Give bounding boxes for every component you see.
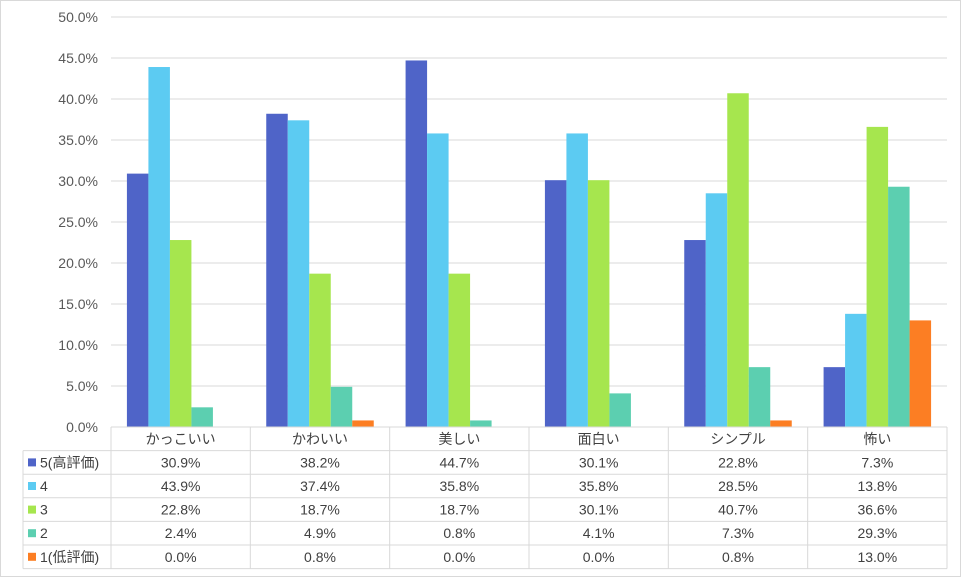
bar: [823, 367, 846, 427]
bar: [126, 173, 149, 427]
y-tick-label: 25.0%: [58, 214, 98, 230]
bar: [266, 113, 288, 427]
table-cell-value: 4.1%: [583, 525, 615, 541]
y-tick-label: 15.0%: [58, 296, 98, 312]
bar: [727, 93, 749, 427]
table-cell-value: 29.3%: [857, 525, 897, 541]
bar: [148, 67, 170, 428]
bar: [609, 393, 631, 427]
category-label: 面白い: [578, 431, 620, 447]
series-name: 3: [40, 502, 48, 518]
table-cell-value: 0.8%: [304, 549, 336, 565]
category-label: 美しい: [438, 431, 480, 447]
legend-key: [28, 482, 36, 490]
bar: [566, 133, 588, 427]
bar: [309, 273, 331, 427]
y-tick-label: 40.0%: [58, 91, 98, 107]
legend-key: [28, 552, 36, 561]
table-cell-value: 40.7%: [718, 502, 758, 518]
bar: [352, 420, 374, 427]
series-name: 4: [40, 478, 48, 494]
bar: [191, 407, 213, 427]
bar: [684, 240, 706, 427]
series-name: 2: [40, 525, 48, 541]
bar: [705, 193, 728, 427]
y-tick-label: 50.0%: [58, 9, 98, 25]
table-cell-value: 38.2%: [300, 454, 340, 470]
table-cell-value: 35.8%: [439, 478, 479, 494]
bar: [330, 386, 353, 427]
bar: [845, 313, 867, 427]
table-cell-value: 4.9%: [304, 525, 336, 541]
table-cell-value: 0.8%: [443, 525, 475, 541]
bar: [866, 126, 889, 427]
table-cell-value: 22.8%: [718, 454, 758, 470]
table-cell-value: 30.1%: [579, 454, 619, 470]
legend-key: [28, 505, 36, 514]
bar: [909, 320, 932, 427]
y-tick-label: 20.0%: [58, 255, 98, 271]
bar: [405, 60, 428, 428]
table-cell-value: 22.8%: [161, 502, 201, 518]
table-cell-value: 18.7%: [300, 502, 340, 518]
bars: [126, 60, 932, 428]
table-cell-value: 7.3%: [861, 454, 893, 470]
data-table: かっこいい かわいい 美しい 面白い シンプル 怖い5(高評価) 30.9% 38.2% 44.…: [22, 426, 948, 570]
y-tick-label: 10.0%: [58, 337, 98, 353]
gridlines: [111, 16, 947, 428]
y-axis-tick-labels: 0.0% 5.0% 10.0% 15.0% 20.0% 25.0% 30.0% 35.0% 40…: [58, 9, 98, 435]
bar: [470, 420, 492, 427]
table-cell-value: 0.0%: [583, 549, 615, 565]
table-cell-value: 0.0%: [165, 549, 197, 565]
table-cell-value: 35.8%: [579, 478, 619, 494]
bar: [587, 180, 610, 427]
table-cell-value: 18.7%: [439, 502, 479, 518]
y-tick-label: 0.0%: [66, 419, 98, 435]
category-label: かっこいい: [146, 431, 216, 447]
y-tick-label: 30.0%: [58, 173, 98, 189]
legend-key: [28, 529, 36, 538]
category-label: シンプル: [710, 431, 766, 447]
bar: [448, 273, 471, 427]
bar: [544, 180, 567, 427]
table-cell-value: 13.0%: [857, 549, 897, 565]
y-tick-label: 45.0%: [58, 50, 98, 66]
bar: [169, 240, 192, 427]
table-cell-value: 37.4%: [300, 478, 340, 494]
legend-key: [28, 458, 36, 467]
table-cell-value: 44.7%: [439, 454, 479, 470]
table-cell-value: 30.1%: [579, 502, 619, 518]
bar: [748, 367, 771, 427]
bar: [888, 186, 910, 427]
bar: [770, 420, 792, 427]
table-cell-value: 7.3%: [722, 525, 754, 541]
series-name: 1(低評価): [40, 549, 99, 565]
series-name: 5(高評価): [40, 454, 99, 470]
bar: [427, 133, 449, 427]
table-cell-value: 30.9%: [161, 454, 201, 470]
y-tick-label: 35.0%: [58, 132, 98, 148]
table-cell-value: 28.5%: [718, 478, 758, 494]
category-label: かわいい: [292, 431, 348, 447]
table-cell-value: 0.8%: [722, 549, 754, 565]
table-cell-value: 43.9%: [161, 478, 201, 494]
category-label: 怖い: [863, 431, 891, 447]
table-cell-value: 2.4%: [165, 525, 197, 541]
y-tick-label: 5.0%: [66, 378, 98, 394]
bar: [287, 120, 310, 427]
table-cell-value: 0.0%: [443, 549, 475, 565]
table-cell-value: 36.6%: [857, 502, 897, 518]
table-cell-value: 13.8%: [857, 478, 897, 494]
